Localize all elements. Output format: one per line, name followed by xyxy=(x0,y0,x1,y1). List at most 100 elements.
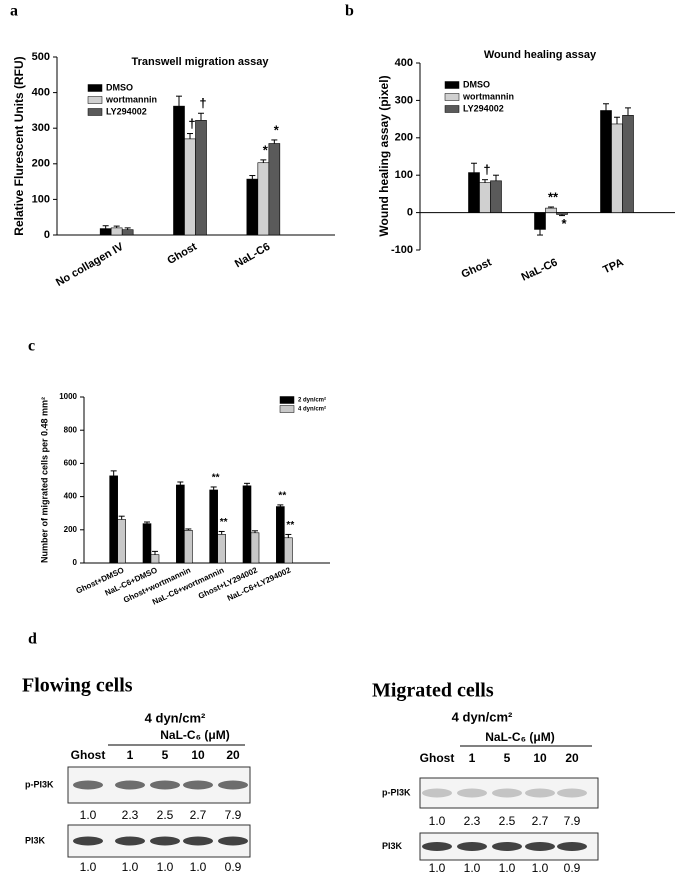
bar xyxy=(150,554,160,564)
blot-band xyxy=(525,788,555,798)
y-tick-label: 100 xyxy=(32,193,50,205)
bar xyxy=(217,534,226,564)
legend-label: DMSO xyxy=(463,79,490,89)
blot-band xyxy=(218,780,248,790)
blot-title: Migrated cells xyxy=(372,680,494,702)
legend-swatch xyxy=(279,396,295,404)
lane-label: 10 xyxy=(533,751,547,765)
bar xyxy=(109,475,118,564)
panel-label: d xyxy=(28,631,37,648)
bar xyxy=(268,143,281,236)
blot-band xyxy=(457,842,487,851)
y-tick-label: 200 xyxy=(32,158,50,170)
bar xyxy=(468,172,480,213)
significance-mark: ** xyxy=(212,473,220,484)
band-ratio: 1.0 xyxy=(80,860,97,874)
y-tick-label: 300 xyxy=(32,122,50,134)
legend-label: wortmannin xyxy=(462,91,514,101)
bar xyxy=(246,178,259,236)
chart-title: Transwell migration assay xyxy=(132,56,270,68)
band-ratio: 7.9 xyxy=(225,808,242,822)
band-ratio: 2.5 xyxy=(499,814,516,828)
blot-band xyxy=(492,788,522,798)
blot-band xyxy=(183,836,213,846)
blot-band xyxy=(525,842,555,851)
blot-band xyxy=(557,788,587,798)
y-tick-label: 0 xyxy=(407,207,413,219)
band-ratio: 2.7 xyxy=(532,814,549,828)
lane-label: Ghost xyxy=(71,748,106,762)
significance-mark: ** xyxy=(286,520,294,531)
lane-label: 1 xyxy=(469,751,476,765)
bar xyxy=(257,162,270,236)
bar xyxy=(184,529,193,564)
band-ratio: 0.9 xyxy=(564,861,581,875)
blot-band xyxy=(73,780,103,790)
significance-mark: † xyxy=(483,162,490,177)
legend-swatch xyxy=(444,105,460,113)
panel-label: c xyxy=(28,338,35,355)
bar xyxy=(121,229,134,236)
blot-row-label: PI3K xyxy=(25,835,46,845)
bar xyxy=(534,212,546,230)
blot-band xyxy=(422,842,452,851)
blot-treatment: NaL-C₆ (μM) xyxy=(485,730,554,744)
x-tick-label: TPA xyxy=(601,256,625,276)
lane-label: 20 xyxy=(565,751,579,765)
blot-condition: 4 dyn/cm² xyxy=(145,710,206,725)
significance-mark: ** xyxy=(548,189,559,204)
band-ratio: 1.0 xyxy=(532,861,549,875)
blot-row-label: PI3K xyxy=(382,841,403,851)
y-axis-label: Relative Flurescent Units (RFU) xyxy=(12,56,26,235)
band-ratio: 1.0 xyxy=(464,861,481,875)
band-ratio: 2.3 xyxy=(464,814,481,828)
y-tick-label: 800 xyxy=(64,425,78,434)
bar xyxy=(284,537,293,564)
band-ratio: 2.5 xyxy=(157,808,174,822)
bar xyxy=(209,489,218,564)
legend-label: 4 dyn/cm² xyxy=(298,406,326,413)
y-axis-label: Number of migrated cells per 0.48 mm² xyxy=(39,397,49,563)
blot-band xyxy=(218,836,248,846)
blot-band xyxy=(115,836,145,846)
y-tick-label: 0 xyxy=(44,229,50,241)
bar xyxy=(556,212,568,215)
blot-condition: 4 dyn/cm² xyxy=(452,709,513,724)
y-tick-label: 500 xyxy=(32,51,50,63)
band-ratio: 7.9 xyxy=(564,814,581,828)
blot-band xyxy=(422,788,452,798)
y-axis-label: Wound healing assay (pixel) xyxy=(377,75,391,236)
blot-band xyxy=(115,780,145,790)
y-tick-label: 600 xyxy=(64,459,78,468)
blot-band xyxy=(557,842,587,851)
blot-band xyxy=(73,836,103,846)
blot-band xyxy=(150,780,180,790)
x-tick-label: NaL-C6 xyxy=(520,256,560,283)
significance-mark: * xyxy=(274,122,280,137)
band-ratio: 1.0 xyxy=(122,860,139,874)
bar xyxy=(600,110,612,213)
blot-treatment: NaL-C₆ (μM) xyxy=(160,728,229,742)
legend-swatch xyxy=(444,93,460,101)
lane-label: 1 xyxy=(127,748,134,762)
y-tick-label: 0 xyxy=(73,558,78,567)
band-ratio: 1.0 xyxy=(157,860,174,874)
bar xyxy=(242,485,252,564)
bar xyxy=(176,484,185,564)
significance-mark: ** xyxy=(278,491,286,502)
bar xyxy=(479,182,491,213)
bar xyxy=(611,123,623,213)
significance-mark: * xyxy=(561,216,567,231)
blot-band xyxy=(150,836,180,846)
y-tick-label: 200 xyxy=(395,132,413,144)
y-tick-label: 300 xyxy=(395,94,413,106)
band-ratio: 1.0 xyxy=(429,814,446,828)
blot-title: Flowing cells xyxy=(22,675,133,697)
band-ratio: 2.3 xyxy=(122,808,139,822)
legend-swatch xyxy=(279,405,295,413)
lane-label: Ghost xyxy=(420,751,455,765)
blot-row-label: p-PI3K xyxy=(25,779,54,789)
bar xyxy=(117,519,126,564)
lane-label: 5 xyxy=(162,748,169,762)
